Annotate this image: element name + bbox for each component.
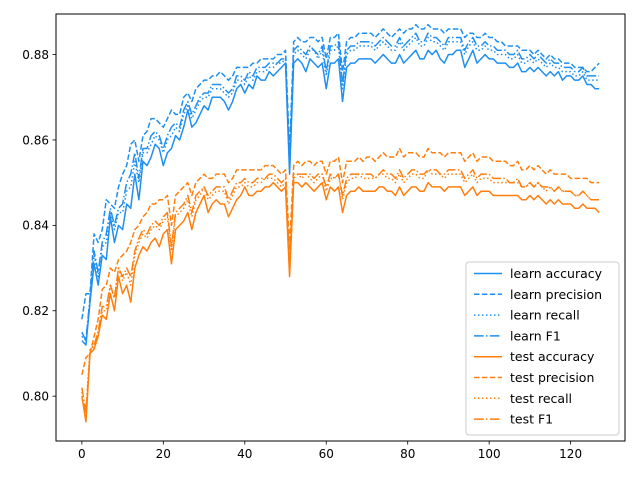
- legend-label-0: learn accuracy: [510, 266, 603, 281]
- x-tick-label: 100: [478, 447, 501, 461]
- y-axis: 0.80 0.82 0.84 0.86 0.88: [22, 48, 56, 403]
- x-tick-label: 60: [319, 447, 334, 461]
- y-tick-label: 0.88: [22, 48, 49, 62]
- series-line-4: [81, 181, 600, 423]
- legend-label-5: test precision: [510, 370, 594, 385]
- y-tick-label: 0.84: [22, 219, 49, 233]
- x-axis: 0 20 40 60 80 100 120: [78, 441, 582, 461]
- series-line-3: [81, 32, 600, 342]
- legend: learn accuracy learn precision learn recal…: [465, 261, 620, 436]
- x-tick-label: 0: [78, 447, 86, 461]
- x-tick-label: 80: [400, 447, 415, 461]
- y-tick-label: 0.82: [22, 304, 49, 318]
- series-line-7: [81, 169, 600, 414]
- x-tick-label: 20: [156, 447, 171, 461]
- x-tick-label: 120: [559, 447, 582, 461]
- legend-label-6: test recall: [510, 391, 572, 406]
- legend-box: [465, 261, 620, 436]
- legend-label-1: learn precision: [510, 287, 602, 302]
- series-line-0: [81, 49, 600, 346]
- series-line-1: [81, 23, 600, 320]
- series-line-5: [81, 147, 600, 375]
- legend-label-3: learn F1: [510, 328, 561, 343]
- series-layer: [81, 23, 600, 423]
- x-tick-label: 40: [237, 447, 252, 461]
- legend-label-7: test F1: [510, 412, 553, 427]
- y-tick-label: 0.86: [22, 133, 49, 147]
- plot-frame: [55, 13, 626, 442]
- y-tick-label: 0.80: [22, 389, 49, 403]
- legend-label-2: learn recall: [510, 308, 580, 323]
- legend-label-4: test accuracy: [510, 349, 595, 364]
- series-line-2: [81, 36, 600, 342]
